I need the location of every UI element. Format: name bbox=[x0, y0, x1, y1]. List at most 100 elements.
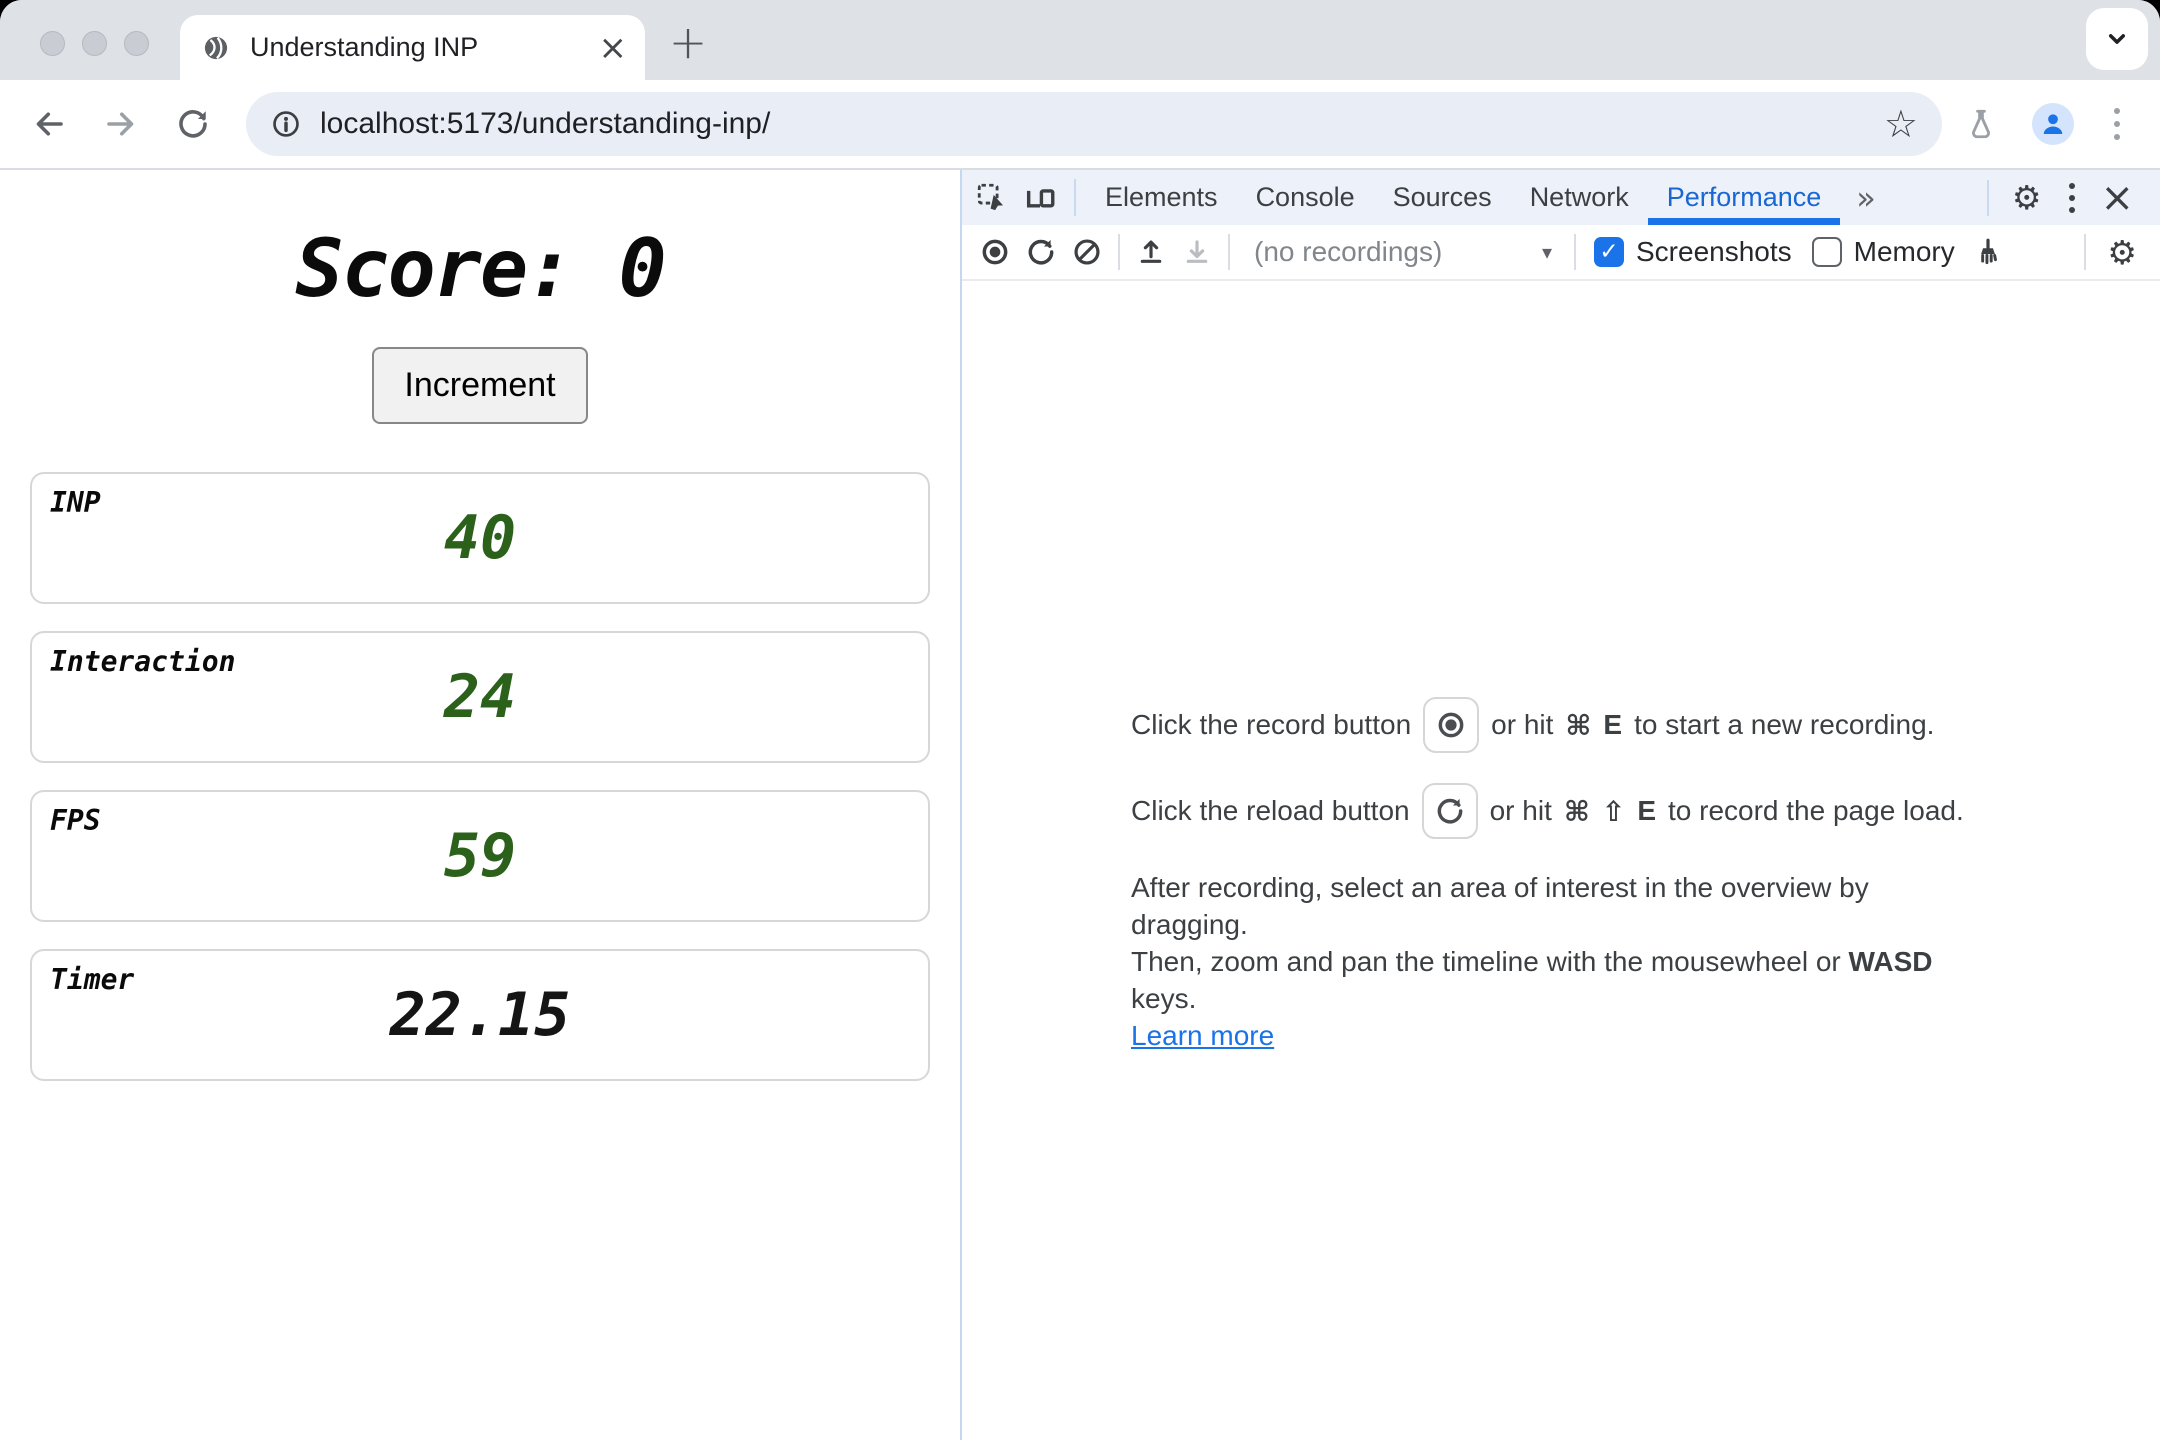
tab-sources[interactable]: Sources bbox=[1392, 182, 1492, 212]
dropdown-arrow-icon: ▾ bbox=[1541, 240, 1552, 264]
refresh-icon bbox=[1437, 798, 1463, 824]
divider bbox=[1986, 179, 1989, 216]
card-label: INP bbox=[50, 486, 101, 519]
chevron-down-icon bbox=[2109, 34, 2125, 44]
broom-icon bbox=[1980, 238, 1997, 265]
tab-close-icon[interactable]: × bbox=[598, 27, 628, 68]
devtools-menu-button[interactable] bbox=[2054, 182, 2090, 213]
experiments-flask-icon[interactable] bbox=[1964, 107, 1998, 141]
window-minimize-button[interactable] bbox=[82, 31, 107, 56]
collect-garbage-button[interactable] bbox=[1965, 229, 2011, 275]
device-toolbar-button[interactable] bbox=[1016, 170, 1064, 225]
divider bbox=[1228, 234, 1230, 270]
tab-title: Understanding INP bbox=[250, 32, 479, 62]
no-symbol-icon bbox=[1074, 239, 1100, 265]
toolbar-right-cluster bbox=[1956, 102, 2134, 146]
forward-button[interactable] bbox=[98, 101, 144, 147]
new-tab-button[interactable]: + bbox=[668, 15, 708, 69]
record-icon bbox=[982, 239, 1008, 265]
divider bbox=[1574, 234, 1576, 270]
card-label: Interaction bbox=[50, 645, 236, 678]
score-heading: Score: 0 bbox=[295, 222, 666, 315]
save-profile-button[interactable] bbox=[1174, 229, 1220, 275]
memory-checkbox-row[interactable]: Memory bbox=[1811, 236, 1955, 268]
increment-button[interactable]: Increment bbox=[372, 347, 588, 424]
e-key: E bbox=[1637, 795, 1656, 826]
shift-key-glyph: ⇧ bbox=[1601, 794, 1626, 828]
upload-icon bbox=[1140, 240, 1162, 263]
interaction-value: 24 bbox=[443, 662, 517, 732]
device-toolbar-icon bbox=[1026, 188, 1055, 207]
site-info-icon[interactable] bbox=[270, 108, 302, 140]
load-profile-button[interactable] bbox=[1128, 229, 1174, 275]
tab-strip: Understanding INP × + bbox=[0, 0, 2160, 80]
interaction-card: Interaction 24 bbox=[30, 631, 930, 763]
window-close-button[interactable] bbox=[40, 31, 65, 56]
screenshots-checkbox-row[interactable]: ✓ Screenshots bbox=[1594, 236, 1792, 268]
fps-value: 59 bbox=[443, 821, 517, 891]
recordings-dropdown[interactable]: (no recordings) ▾ bbox=[1238, 236, 1566, 268]
instruction-text: or hit bbox=[1491, 709, 1554, 740]
instruction-text: or hit bbox=[1489, 795, 1552, 826]
instruction-text: After recording, select an area of inter… bbox=[1131, 872, 1869, 940]
record-button-inline[interactable] bbox=[1423, 697, 1480, 753]
divider bbox=[1074, 179, 1076, 216]
tab-list-chevron-button[interactable] bbox=[2086, 8, 2148, 70]
browser-toolbar: localhost:5173/understanding-inp/ ☆ bbox=[0, 80, 2160, 170]
inspect-element-button[interactable] bbox=[968, 170, 1016, 225]
learn-more-link[interactable]: Learn more bbox=[1131, 1020, 1275, 1051]
window-zoom-button[interactable] bbox=[124, 31, 149, 56]
divider bbox=[2084, 234, 2087, 270]
reload-and-record-button[interactable] bbox=[1018, 229, 1064, 275]
cmd-key-glyph: ⌘ bbox=[1565, 708, 1592, 742]
reload-button[interactable] bbox=[170, 101, 216, 147]
record-button[interactable] bbox=[972, 229, 1018, 275]
address-bar[interactable]: localhost:5173/understanding-inp/ ☆ bbox=[246, 92, 1942, 156]
cmd-key-glyph: ⌘ bbox=[1563, 794, 1590, 828]
tab-elements[interactable]: Elements bbox=[1105, 182, 1218, 212]
browser-menu-button[interactable] bbox=[2108, 102, 2126, 146]
devtools-panel: Elements Console Sources Network Perform… bbox=[962, 170, 2160, 1440]
arrow-right-icon bbox=[107, 112, 134, 136]
memory-checkbox[interactable] bbox=[1811, 237, 1842, 267]
reload-instruction-row: Click the reload button or hit ⌘ ⇧ E to … bbox=[1131, 783, 1991, 839]
card-label: Timer bbox=[50, 963, 135, 996]
profile-avatar[interactable] bbox=[2032, 103, 2074, 145]
wasd-keys: WASD bbox=[1848, 946, 1933, 977]
recordings-dropdown-value: (no recordings) bbox=[1254, 236, 1443, 267]
reload-button-inline[interactable] bbox=[1421, 783, 1478, 839]
clear-button[interactable] bbox=[1064, 229, 1110, 275]
instruction-text: to record the page load. bbox=[1668, 795, 1964, 826]
devtools-tabbar-right: ⚙ × bbox=[1977, 170, 2160, 225]
bookmark-star-icon[interactable]: ☆ bbox=[1883, 102, 1918, 146]
download-icon bbox=[1186, 240, 1208, 263]
main-content: Score: 0 Increment INP 40 Interaction 24… bbox=[0, 170, 2160, 1440]
capture-settings-gear-icon[interactable]: ⚙ bbox=[2107, 232, 2137, 272]
devtools-close-icon[interactable]: × bbox=[2100, 174, 2134, 221]
inp-value: 40 bbox=[443, 503, 517, 573]
card-label: FPS bbox=[50, 804, 101, 837]
timer-card: Timer 22.15 bbox=[30, 949, 930, 1081]
arrow-left-icon bbox=[36, 112, 63, 136]
more-tabs-chevron[interactable]: » bbox=[1856, 178, 1876, 217]
tab-console[interactable]: Console bbox=[1255, 182, 1355, 212]
instruction-text: Click the reload button bbox=[1131, 795, 1410, 826]
devtools-settings-gear-icon[interactable]: ⚙ bbox=[2011, 178, 2042, 217]
browser-tab[interactable]: Understanding INP × bbox=[180, 15, 645, 80]
url-text[interactable]: localhost:5173/understanding-inp/ bbox=[320, 107, 771, 140]
inp-card: INP 40 bbox=[30, 472, 930, 604]
window-controls bbox=[40, 31, 149, 56]
refresh-icon bbox=[179, 110, 207, 138]
tab-network[interactable]: Network bbox=[1529, 182, 1629, 212]
fps-card: FPS 59 bbox=[30, 790, 930, 922]
metric-cards: INP 40 Interaction 24 FPS 59 Timer 22.15 bbox=[0, 472, 960, 1081]
e-key: E bbox=[1603, 709, 1623, 740]
tab-performance[interactable]: Performance bbox=[1647, 170, 1841, 225]
screenshots-checkbox[interactable]: ✓ bbox=[1594, 237, 1624, 267]
back-button[interactable] bbox=[26, 101, 72, 147]
person-icon bbox=[2043, 114, 2063, 134]
instruction-text: Then, zoom and pan the timeline with the… bbox=[1131, 946, 1849, 977]
performance-landing: Click the record button or hit ⌘ E to st… bbox=[962, 281, 2160, 1440]
refresh-icon bbox=[1028, 239, 1054, 265]
